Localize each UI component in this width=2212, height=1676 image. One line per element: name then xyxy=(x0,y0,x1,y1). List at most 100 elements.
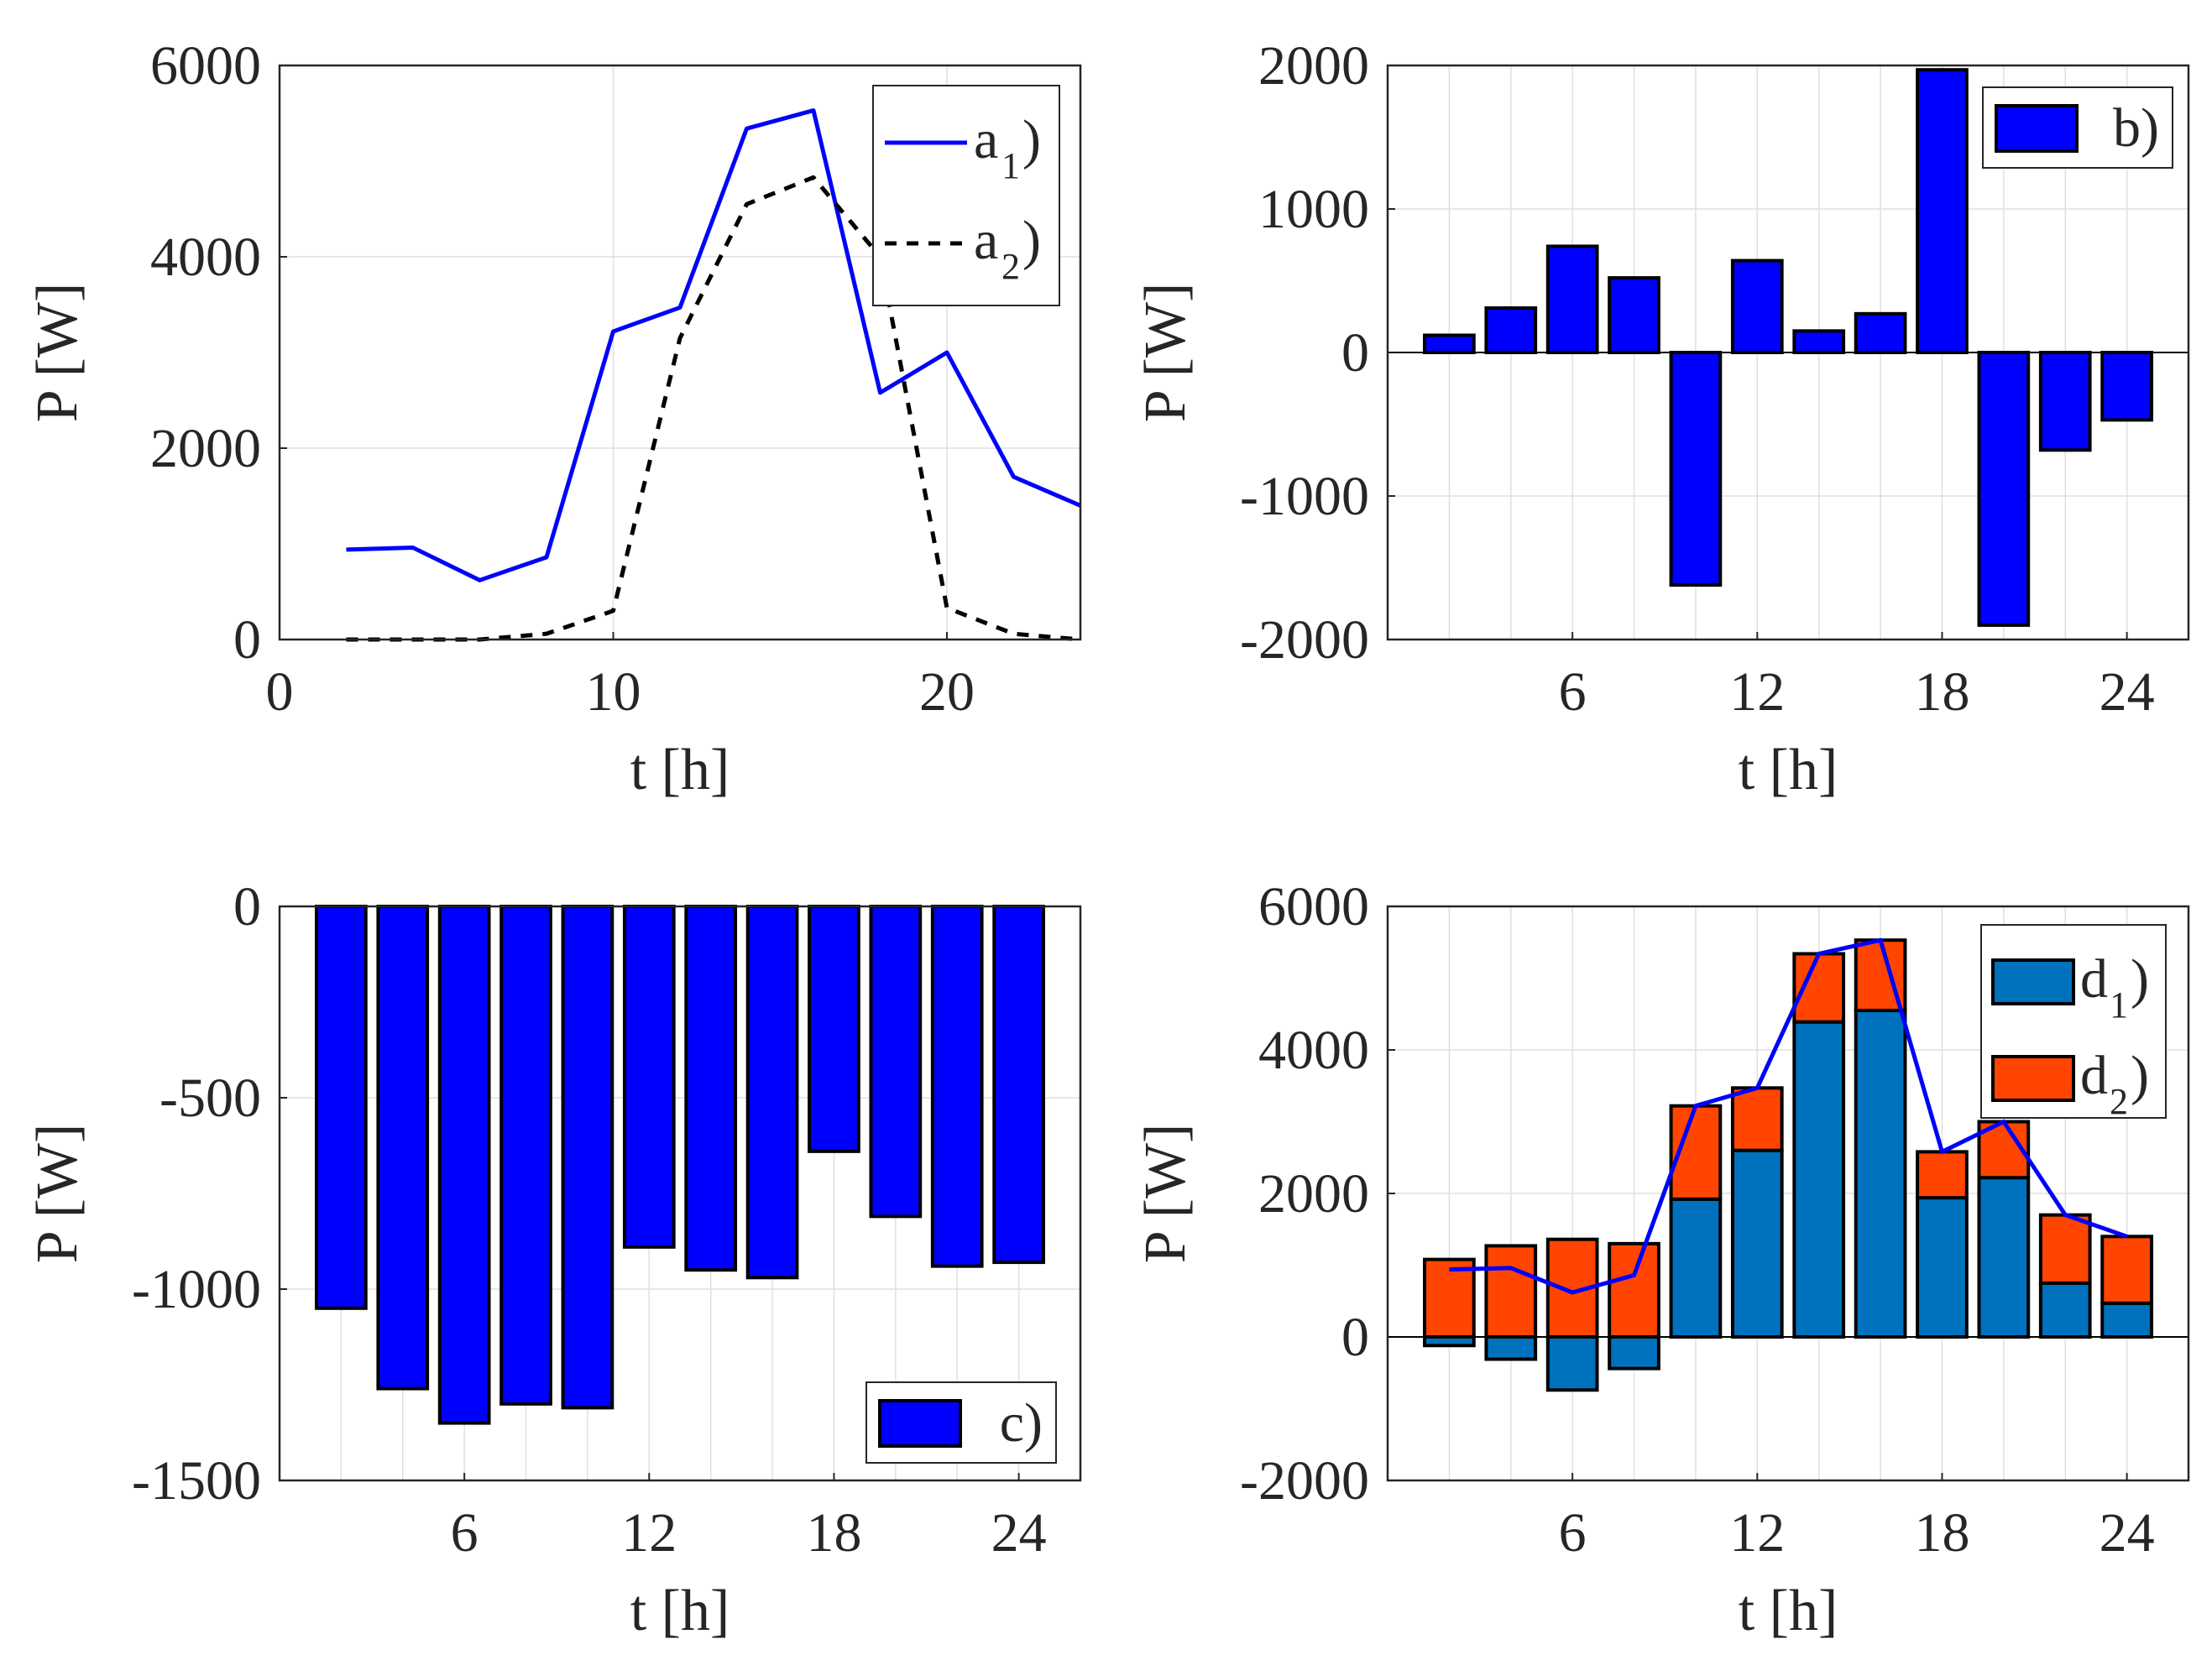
bar-d1-6 xyxy=(1545,1335,1599,1392)
chart-c: 6 12 18 24 -1500 -1000 -500 0 t [h] P [W] c) xyxy=(25,876,1082,1643)
legend-label-a2: a xyxy=(974,210,998,271)
bar-c-10 xyxy=(561,905,614,1410)
legend-swatch-c xyxy=(878,1399,962,1448)
bar-c-8 xyxy=(499,905,552,1406)
y-tick-label: -2000 xyxy=(1240,1450,1369,1512)
legend-swatch-d2 xyxy=(1991,1055,2075,1102)
bar-c-2 xyxy=(315,905,368,1310)
bar-b-8 xyxy=(1608,276,1660,354)
y-tick-label: 0 xyxy=(233,609,261,671)
bar-d1-24 xyxy=(2100,1301,2153,1339)
y-tick-label: 2000 xyxy=(1258,1163,1369,1224)
bar-c-4 xyxy=(376,905,430,1391)
axes-box xyxy=(1386,64,2190,641)
bar-c-22 xyxy=(930,905,984,1268)
bar-d1-14 xyxy=(1792,1020,1846,1339)
x-tick-label: 10 xyxy=(586,661,641,723)
bar-c-12 xyxy=(622,905,676,1249)
legend-swatch-d1 xyxy=(1991,958,2075,1005)
bar-d2-8 xyxy=(1608,1241,1660,1339)
x-tick-label: 12 xyxy=(621,1502,677,1564)
axes-box xyxy=(1386,905,2190,1482)
x-tick-label: 20 xyxy=(919,661,975,723)
x-axis-label: t [h] xyxy=(1739,1579,1838,1643)
x-tick-label: 24 xyxy=(2100,1502,2155,1564)
bar-b-2 xyxy=(1423,333,1476,355)
y-axis-label: P [W] xyxy=(1133,1124,1198,1264)
y-tick-label: -1500 xyxy=(132,1450,261,1512)
bar-d2-24 xyxy=(2100,1235,2153,1305)
y-tick-label: 4000 xyxy=(150,227,261,288)
x-tick-label: 18 xyxy=(1914,1502,1969,1564)
bar-b-22 xyxy=(2038,351,2092,452)
bar-c-16 xyxy=(745,905,799,1280)
legend-swatch-b xyxy=(1995,104,2079,153)
legend: a 1)a 2) xyxy=(872,85,1060,306)
chart-b: 6 12 18 24 -2000 -1000 0 1000 2000 t [h] P [W] b) xyxy=(1133,35,2190,802)
bar-d1-18 xyxy=(1916,1196,1969,1339)
bar-b-20 xyxy=(1977,351,2031,627)
x-axis-label: t [h] xyxy=(630,738,730,802)
legend-box xyxy=(872,85,1060,306)
bar-b-18 xyxy=(1916,68,1969,354)
x-tick-label: 12 xyxy=(1729,661,1785,723)
y-tick-label: 4000 xyxy=(1258,1020,1369,1081)
bar-d1-20 xyxy=(1977,1176,2031,1339)
bar-b-6 xyxy=(1545,244,1599,354)
legend-tail-d2: ) xyxy=(2131,1045,2149,1106)
legend-label-a1: a xyxy=(974,109,998,170)
x-tick-label: 12 xyxy=(1729,1502,1785,1564)
y-tick-label: -500 xyxy=(159,1068,261,1129)
bar-b-10 xyxy=(1669,351,1723,587)
y-axis-label: P [W] xyxy=(1133,283,1198,423)
y-tick-label: 0 xyxy=(233,876,261,937)
x-tick-label: 6 xyxy=(451,1502,478,1564)
axes-box xyxy=(278,905,1082,1482)
bar-c-14 xyxy=(684,905,738,1272)
y-tick-label: 1000 xyxy=(1258,179,1369,240)
bar-c-24 xyxy=(992,905,1045,1265)
x-tick-label: 6 xyxy=(1559,661,1587,723)
legend-label-b: b) xyxy=(2113,97,2159,159)
x-tick-label: 0 xyxy=(266,661,294,723)
bar-d1-8 xyxy=(1608,1335,1660,1371)
bar-d2-18 xyxy=(1916,1150,1969,1200)
bar-d2-12 xyxy=(1730,1086,1784,1152)
bar-d2-22 xyxy=(2038,1213,2092,1285)
series-line-a2 xyxy=(346,175,1081,642)
y-axis-label: P [W] xyxy=(25,283,90,423)
y-tick-label: 0 xyxy=(1341,1307,1369,1368)
y-tick-label: 6000 xyxy=(150,35,261,97)
bar-c-6 xyxy=(437,905,491,1425)
legend-tail-d1: ) xyxy=(2131,948,2149,1010)
x-tick-label: 24 xyxy=(2100,661,2155,723)
bar-d1-10 xyxy=(1669,1197,1723,1339)
legend-subscript-d2: 2 xyxy=(2110,1081,2128,1122)
y-tick-label: -1000 xyxy=(1240,466,1369,527)
legend: b) xyxy=(1982,86,2173,169)
bar-d1-16 xyxy=(1854,1008,1907,1339)
legend-label-d1: d xyxy=(2080,948,2108,1010)
bar-d2-4 xyxy=(1484,1244,1538,1339)
bar-b-24 xyxy=(2100,351,2153,422)
bar-b-12 xyxy=(1730,258,1784,354)
y-tick-label: 2000 xyxy=(1258,35,1369,97)
overlay-line-total xyxy=(1449,937,2128,1295)
x-axis-label: t [h] xyxy=(1739,738,1838,802)
bar-c-18 xyxy=(808,905,860,1153)
series-line-a1 xyxy=(346,108,1081,582)
bar-b-14 xyxy=(1792,329,1846,355)
legend: d 1)d 2) xyxy=(1980,924,2167,1122)
legend-tail-a1: ) xyxy=(1022,109,1041,170)
y-tick-label: -1000 xyxy=(132,1259,261,1320)
bar-d1-22 xyxy=(2038,1281,2092,1339)
legend-label-d2: d xyxy=(2080,1045,2108,1106)
bar-d1-4 xyxy=(1484,1335,1538,1361)
bar-d1-12 xyxy=(1730,1148,1784,1339)
y-tick-label: 6000 xyxy=(1258,876,1369,937)
y-tick-label: 0 xyxy=(1341,322,1369,384)
y-tick-label: -2000 xyxy=(1240,609,1369,671)
